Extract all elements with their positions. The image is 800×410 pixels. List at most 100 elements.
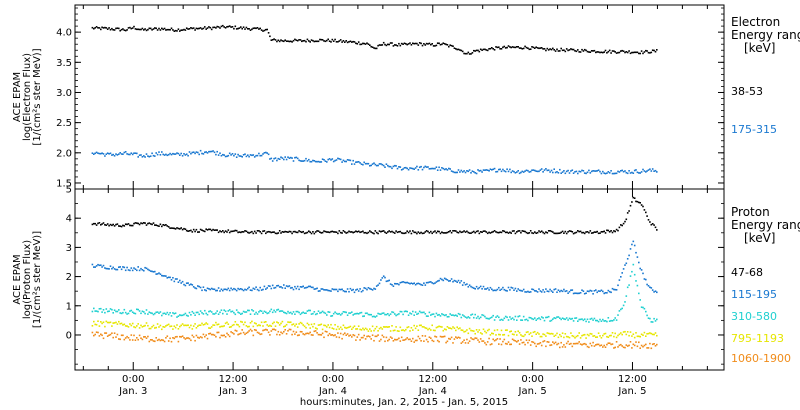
series-38-53-point [470, 53, 472, 55]
series-115-195-point [643, 278, 646, 280]
series-38-53-point [488, 48, 490, 50]
series-1060-1900-point [204, 335, 206, 338]
series-38-53-point [287, 40, 289, 42]
series-115-195-point [326, 289, 328, 291]
series-115-195-point [274, 286, 277, 289]
series-47-68-point [303, 232, 306, 235]
series-38-53-point [298, 39, 300, 41]
series-38-53-point [345, 40, 347, 42]
series-310-580-point [302, 311, 304, 314]
series-47-68-point [606, 229, 608, 232]
series-47-68-point [524, 230, 526, 233]
series-38-53-point [567, 49, 569, 52]
series-38-53-point [412, 42, 414, 45]
series-310-580-point [417, 312, 420, 315]
series-38-53-point [366, 42, 368, 44]
series-115-195-point [412, 283, 414, 285]
series-115-195-point [101, 266, 103, 268]
series-795-1193-point [392, 329, 395, 332]
series-47-68-point [226, 231, 228, 233]
series-795-1193-point [514, 331, 517, 333]
series-175-315-point [319, 161, 321, 163]
series-38-53-point [653, 49, 655, 52]
series-38-53-point [331, 38, 334, 41]
series-1060-1900-point [342, 333, 345, 336]
series-310-580-point [522, 315, 525, 318]
series-795-1193-point [643, 331, 646, 334]
series-47-68-point [355, 230, 357, 232]
series-115-195-point [194, 287, 196, 289]
series-795-1193-point [639, 335, 641, 338]
series-310-580-point [199, 310, 202, 312]
series-795-1193-point [654, 332, 657, 334]
series-115-195-point [93, 266, 95, 268]
series-310-580-point [274, 311, 277, 313]
series-115-195-point [434, 282, 436, 284]
series-38-53-point [352, 40, 354, 43]
series-38-53-point [491, 47, 493, 49]
series-115-195-point [144, 266, 146, 269]
series-115-195-point [485, 288, 488, 290]
series-1060-1900-point [457, 336, 460, 339]
series-47-68-point [199, 228, 202, 231]
series-175-315-point [463, 170, 465, 172]
series-115-195-point [450, 278, 453, 280]
series-1060-1900-point [223, 334, 225, 337]
series-175-315-point [353, 163, 356, 165]
series-115-195-point [302, 285, 304, 288]
series-1060-1900-point [571, 345, 574, 348]
series-310-580-point [432, 313, 435, 315]
series-795-1193-point [222, 325, 224, 328]
series-310-580-point [418, 310, 421, 313]
series-175-315-point [538, 170, 540, 173]
series-38-53-point [495, 46, 497, 48]
series-175-315-point [482, 169, 485, 171]
series-1060-1900-point [228, 335, 231, 338]
series-175-315-point [492, 168, 494, 171]
series-795-1193-point [364, 327, 367, 330]
series-310-580-point [222, 312, 224, 315]
series-310-580-point [321, 310, 324, 313]
series-38-53-point [180, 29, 182, 31]
series-175-315-point [108, 153, 110, 155]
series-310-580-point [488, 318, 490, 320]
series-115-195-point [495, 289, 497, 292]
series-795-1193-point [375, 325, 378, 328]
series-115-195-point [374, 288, 377, 290]
series-1060-1900-point [260, 333, 263, 335]
series-175-315-point [357, 161, 360, 163]
series-795-1193-point [592, 335, 594, 337]
series-1060-1900-point [230, 331, 232, 333]
series-175-315-point [550, 169, 553, 172]
series-1060-1900-point [95, 331, 98, 333]
series-1060-1900-point [581, 344, 583, 346]
series-175-315-point [271, 160, 274, 162]
series-47-68-point [231, 230, 234, 233]
series-310-580-point [253, 313, 256, 315]
series-115-195-point [258, 289, 260, 292]
series-38-53-point [306, 38, 309, 41]
series-47-68-point [141, 222, 144, 225]
series-38-53-point [323, 40, 325, 42]
series-795-1193-point [632, 333, 635, 335]
series-1060-1900-point [507, 341, 510, 343]
series-310-580-point [342, 311, 345, 313]
series-47-68-point [538, 230, 540, 232]
series-1060-1900-point [259, 333, 261, 336]
legend-entry-38-53: 38-53 [731, 85, 763, 98]
series-115-195-point [310, 286, 313, 289]
series-175-315-point [475, 172, 478, 175]
series-795-1193-point [198, 324, 200, 326]
series-795-1193-point [423, 326, 425, 328]
series-38-53-point [197, 27, 199, 30]
series-795-1193-point [130, 324, 133, 327]
series-175-315-point [166, 154, 169, 157]
series-38-53-point [423, 43, 425, 45]
series-310-580-point [380, 313, 382, 315]
series-175-315-point [152, 154, 155, 157]
proton-y-axis-title-line: log(Proton Flux) [22, 240, 33, 319]
series-1060-1900-point [628, 344, 630, 347]
series-175-315-point [109, 152, 112, 155]
series-115-195-point [378, 282, 381, 285]
series-47-68-point [94, 222, 96, 225]
